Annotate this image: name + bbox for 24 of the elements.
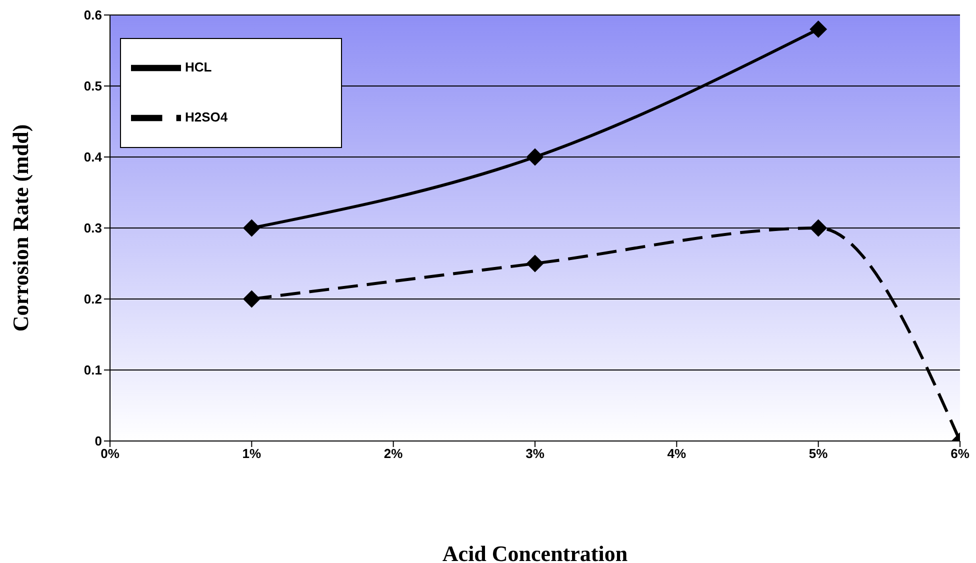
legend-label: H2SO4 [185, 109, 228, 124]
legend-label: HCL [185, 59, 212, 74]
x-tick-label: 4% [667, 446, 686, 462]
y-axis-title: Corrosion Rate (mdd) [8, 124, 33, 332]
x-tick-label: 2% [384, 446, 404, 462]
y-tick-label: 0.3 [84, 220, 102, 236]
x-tick-label: 1% [242, 446, 262, 462]
x-tick-label: 5% [808, 446, 828, 462]
y-tick-label: 0.2 [84, 292, 102, 307]
x-axis-title: Acid Concentration [442, 541, 628, 563]
y-tick-label: 0.5 [84, 78, 102, 94]
y-tick-label: 0.4 [84, 150, 103, 165]
y-tick-label: 0 [94, 434, 102, 449]
point [526, 148, 544, 166]
y-tick-label: 0.1 [84, 362, 102, 378]
point [243, 290, 260, 308]
x-tick-label: 3% [526, 446, 545, 462]
y-tick-label: 0.6 [84, 8, 102, 23]
x-tick-label: 6% [950, 446, 970, 462]
point [810, 20, 827, 38]
point [810, 220, 827, 236]
point [243, 220, 260, 236]
x-tick-label: 0% [100, 446, 120, 462]
point [526, 255, 544, 272]
